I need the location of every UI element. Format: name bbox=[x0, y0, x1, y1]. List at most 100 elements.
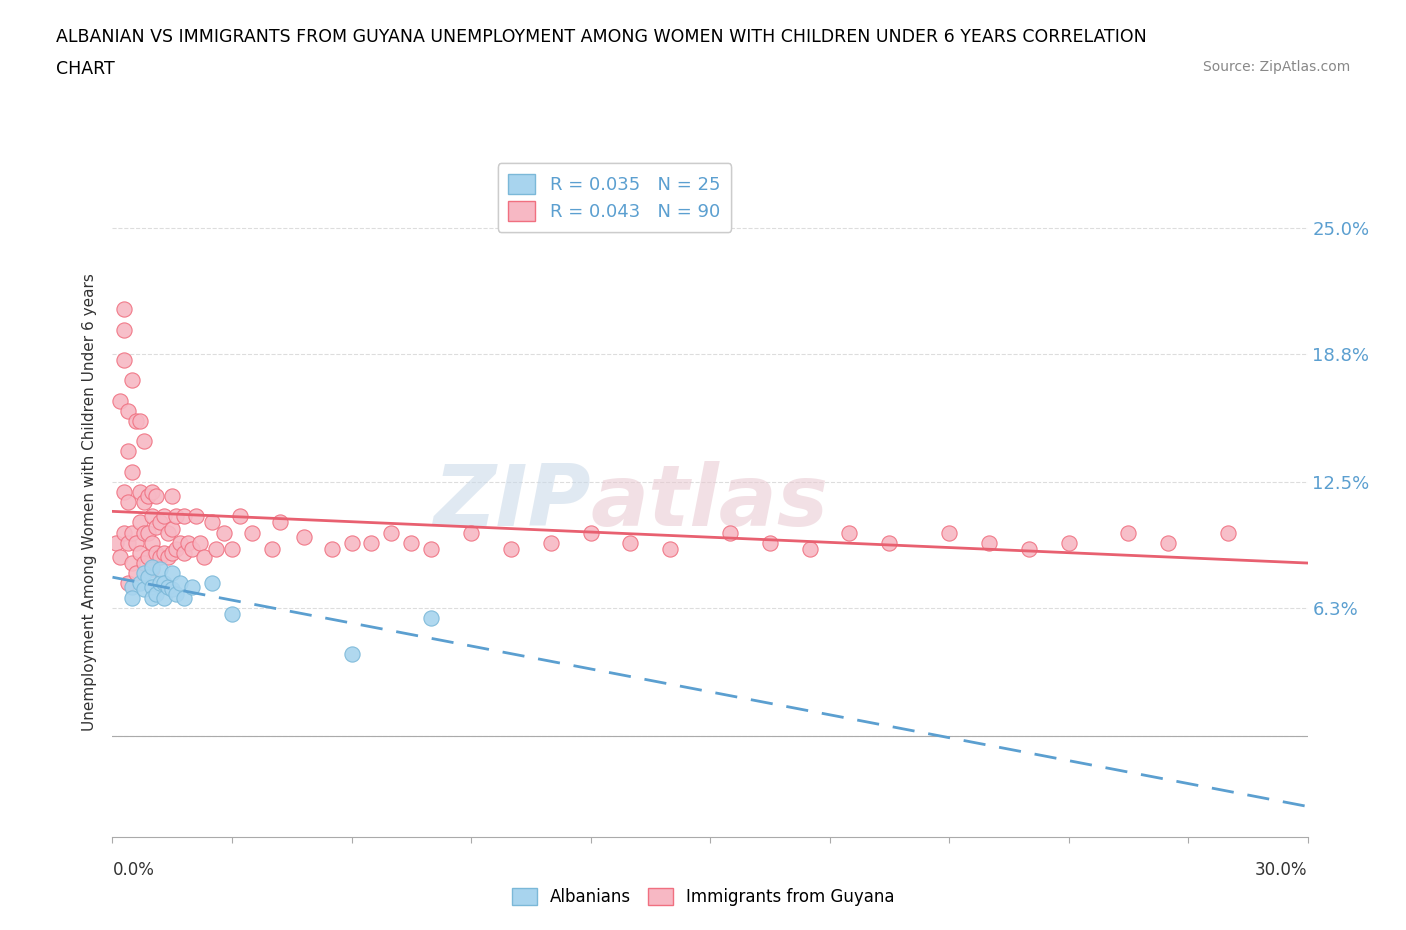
Point bbox=[169, 576, 191, 591]
Point bbox=[105, 536, 128, 551]
Point bbox=[1057, 536, 1080, 551]
Point bbox=[145, 488, 167, 503]
Point bbox=[110, 550, 132, 565]
Point bbox=[201, 576, 224, 591]
Point bbox=[141, 509, 163, 524]
Point bbox=[877, 536, 900, 551]
Legend: R = 0.035   N = 25, R = 0.043   N = 90: R = 0.035 N = 25, R = 0.043 N = 90 bbox=[498, 163, 731, 232]
Point bbox=[117, 536, 139, 551]
Point bbox=[134, 495, 156, 510]
Point bbox=[121, 580, 143, 595]
Point bbox=[121, 373, 143, 388]
Point bbox=[129, 414, 152, 429]
Point bbox=[938, 525, 960, 540]
Point bbox=[153, 576, 176, 591]
Point bbox=[401, 536, 423, 551]
Point bbox=[149, 562, 172, 577]
Point bbox=[162, 521, 183, 536]
Point bbox=[181, 541, 204, 556]
Point bbox=[138, 570, 160, 585]
Point bbox=[157, 550, 180, 565]
Point bbox=[117, 495, 139, 510]
Point bbox=[193, 550, 215, 565]
Point bbox=[659, 541, 682, 556]
Point bbox=[165, 509, 187, 524]
Point bbox=[149, 576, 172, 591]
Point bbox=[121, 591, 143, 605]
Point bbox=[221, 606, 243, 621]
Point bbox=[321, 541, 343, 556]
Point bbox=[125, 565, 148, 580]
Point bbox=[173, 509, 195, 524]
Point bbox=[173, 546, 195, 561]
Point bbox=[110, 393, 132, 408]
Point bbox=[141, 580, 163, 595]
Point bbox=[114, 352, 135, 367]
Point bbox=[117, 404, 139, 418]
Point bbox=[129, 485, 152, 499]
Point bbox=[188, 536, 211, 551]
Point bbox=[499, 541, 522, 556]
Point bbox=[186, 509, 208, 524]
Point bbox=[138, 488, 160, 503]
Point bbox=[114, 302, 135, 317]
Point bbox=[157, 580, 180, 595]
Point bbox=[141, 536, 163, 551]
Point bbox=[799, 541, 821, 556]
Text: Source: ZipAtlas.com: Source: ZipAtlas.com bbox=[1202, 60, 1350, 74]
Point bbox=[165, 541, 187, 556]
Point bbox=[759, 536, 782, 551]
Point bbox=[240, 525, 263, 540]
Point bbox=[145, 586, 167, 601]
Point bbox=[129, 546, 152, 561]
Text: ZIP: ZIP bbox=[433, 460, 591, 544]
Point bbox=[269, 515, 291, 530]
Point bbox=[420, 610, 443, 625]
Point bbox=[129, 515, 152, 530]
Point bbox=[1116, 525, 1139, 540]
Point bbox=[173, 591, 195, 605]
Point bbox=[141, 560, 163, 575]
Point bbox=[1157, 536, 1180, 551]
Point bbox=[1018, 541, 1040, 556]
Point bbox=[1216, 525, 1239, 540]
Point bbox=[157, 525, 180, 540]
Legend: Albanians, Immigrants from Guyana: Albanians, Immigrants from Guyana bbox=[505, 881, 901, 912]
Point bbox=[260, 541, 283, 556]
Text: ALBANIAN VS IMMIGRANTS FROM GUYANA UNEMPLOYMENT AMONG WOMEN WITH CHILDREN UNDER : ALBANIAN VS IMMIGRANTS FROM GUYANA UNEMP… bbox=[56, 28, 1147, 46]
Point bbox=[229, 509, 252, 524]
Point bbox=[117, 576, 139, 591]
Point bbox=[134, 555, 156, 570]
Point bbox=[169, 536, 191, 551]
Point bbox=[718, 525, 741, 540]
Point bbox=[540, 536, 562, 551]
Point bbox=[165, 586, 187, 601]
Point bbox=[134, 525, 156, 540]
Point bbox=[360, 536, 382, 551]
Point bbox=[134, 582, 156, 597]
Point bbox=[153, 591, 176, 605]
Point bbox=[619, 536, 641, 551]
Point bbox=[145, 546, 167, 561]
Point bbox=[212, 525, 235, 540]
Point bbox=[138, 525, 160, 540]
Point bbox=[177, 536, 200, 551]
Point bbox=[114, 323, 135, 338]
Point bbox=[181, 580, 204, 595]
Point bbox=[162, 582, 183, 597]
Text: 30.0%: 30.0% bbox=[1256, 860, 1308, 879]
Point bbox=[149, 515, 172, 530]
Point bbox=[145, 519, 167, 534]
Point bbox=[977, 536, 1000, 551]
Point bbox=[340, 536, 363, 551]
Point bbox=[162, 565, 183, 580]
Text: 0.0%: 0.0% bbox=[112, 860, 155, 879]
Point bbox=[205, 541, 228, 556]
Point bbox=[340, 647, 363, 662]
Point bbox=[117, 444, 139, 458]
Point bbox=[134, 434, 156, 449]
Point bbox=[141, 562, 163, 577]
Point bbox=[121, 555, 143, 570]
Point bbox=[141, 591, 163, 605]
Point bbox=[162, 546, 183, 561]
